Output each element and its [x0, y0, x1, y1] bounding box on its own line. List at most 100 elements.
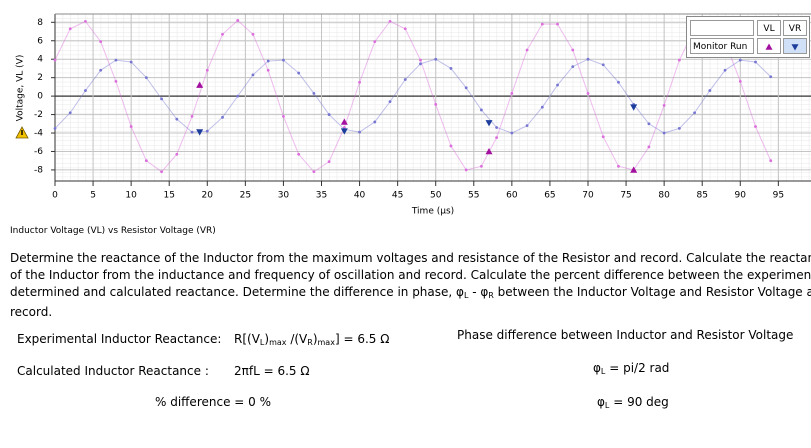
run-marker [485, 120, 493, 127]
run-marker [485, 147, 493, 155]
data-point [297, 71, 301, 75]
data-point [190, 130, 194, 134]
data-point [571, 48, 575, 52]
data-point [327, 113, 331, 116]
data-point [388, 100, 392, 104]
data-point [738, 79, 742, 83]
y-tick-label: 8 [37, 18, 43, 28]
text: /(V [286, 332, 308, 346]
phase-rad: φL = pi/2 rad [593, 361, 669, 376]
data-point [769, 75, 773, 79]
data-point [464, 86, 468, 90]
y-tick-label: 6 [37, 36, 43, 46]
data-point [495, 126, 499, 129]
data-point [586, 57, 590, 61]
legend-row-label: Monitor Run [690, 38, 754, 54]
data-point [160, 97, 163, 101]
y-tick-label: -4 [34, 129, 43, 139]
data-point [266, 68, 270, 72]
data-point [327, 160, 331, 164]
data-point [251, 73, 255, 77]
data-point [84, 89, 87, 92]
legend-marker [765, 43, 773, 50]
data-point [175, 152, 179, 156]
data-point [677, 127, 681, 130]
data-point [221, 32, 224, 36]
data-point [68, 27, 72, 31]
y-tick-label: 0 [37, 92, 43, 102]
data-point [144, 159, 148, 163]
text: = pi/2 rad [605, 361, 670, 375]
series-line [54, 19, 772, 173]
subscript: max [317, 338, 335, 347]
text: φ [597, 395, 605, 409]
data-point [556, 22, 559, 26]
data-point [571, 65, 575, 68]
data-point [190, 115, 194, 118]
data-point [221, 115, 224, 119]
run-marker [340, 118, 348, 125]
subscript: L [259, 338, 265, 347]
data-point [510, 91, 514, 95]
data-point [738, 58, 742, 62]
x-tick-label: 50 [430, 191, 442, 201]
x-tick-label: 40 [354, 191, 366, 201]
data-point [617, 164, 620, 168]
data-point [53, 58, 57, 62]
instructions: Determine the reactance of the Inductor … [10, 250, 811, 321]
y-tick-label: 2 [37, 73, 43, 83]
legend-marker [791, 44, 799, 51]
data-point [251, 32, 255, 36]
data-point [144, 76, 148, 80]
subscript: R [307, 338, 313, 347]
x-tick-label: 70 [582, 191, 594, 201]
x-axis-label: Time (µs) [411, 207, 454, 217]
data-point [617, 80, 620, 84]
data-point [662, 131, 666, 135]
data-point [479, 108, 483, 112]
x-tick-label: 20 [202, 191, 214, 201]
data-point [236, 94, 240, 98]
subscript: L [604, 401, 610, 410]
data-point [114, 79, 118, 83]
data-point [282, 58, 285, 62]
y-tick-label: -2 [34, 110, 43, 120]
data-point [403, 27, 407, 31]
data-point [586, 91, 590, 95]
data-point [99, 68, 103, 72]
x-tick-label: 30 [278, 191, 290, 201]
data-point [449, 67, 453, 70]
legend-marker-shape [765, 43, 773, 50]
legend: VL VR Monitor Run [686, 16, 810, 58]
data-point [434, 103, 438, 106]
percent-difference: % difference = 0 % [155, 395, 271, 409]
label: Experimental Inductor Reactance: [17, 332, 222, 346]
data-point [662, 103, 666, 107]
data-point [540, 105, 544, 109]
data-point [282, 115, 285, 118]
formula: R[(VL)max /(VR)max] = 6.5 Ω [234, 332, 389, 347]
data-point [358, 130, 361, 134]
data-point [266, 59, 270, 63]
data-point [84, 19, 87, 23]
y-tick-label: -8 [34, 165, 43, 175]
data-point [464, 168, 468, 172]
x-tick-label: 65 [544, 191, 555, 201]
x-tick-label: 85 [696, 191, 707, 201]
data-point [601, 135, 605, 139]
phase-title: Phase difference between Inductor and Re… [457, 328, 794, 342]
data-point [114, 58, 118, 62]
warning-icon [15, 126, 29, 139]
data-point [769, 159, 773, 163]
data-point [708, 89, 712, 92]
data-point [358, 80, 361, 84]
chart: Voltage, VL (V) Time (µs) -8-6-4-2024680… [15, 13, 811, 217]
data-point [525, 124, 529, 128]
x-tick-label: 95 [773, 191, 784, 201]
data-point [419, 58, 422, 62]
data-point [312, 91, 316, 95]
data-point [297, 152, 301, 156]
run-marker [630, 166, 638, 173]
subscript: R [488, 291, 494, 300]
formula: 2πfL = 6.5 Ω [234, 364, 310, 378]
